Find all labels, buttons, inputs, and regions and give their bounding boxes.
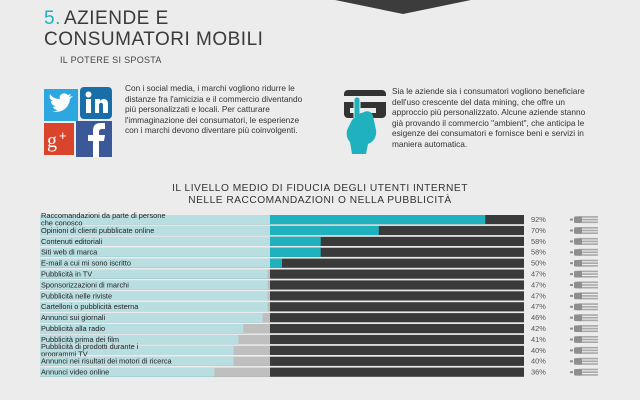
- hand-pointer-icon: [570, 237, 598, 245]
- bar-label-backing: [40, 345, 270, 355]
- bar-remainder: [40, 356, 524, 366]
- section-title-line2: CONSUMATORI MOBILI: [44, 29, 264, 50]
- hand-pointer-icon: [570, 325, 598, 333]
- bar-label-backing: [40, 334, 270, 345]
- category-label: Pubblicità di prodotti durante i: [41, 342, 139, 351]
- hand-pointer-icon: [570, 314, 598, 322]
- hand-pointer-icon: [570, 227, 598, 234]
- bar-label-backing: [40, 301, 270, 312]
- category-label: che conosco: [41, 219, 83, 228]
- value-label: 58%: [531, 237, 546, 246]
- facebook-icon: [76, 121, 112, 157]
- category-label: E-mail a cui mi sono iscritto: [41, 259, 131, 268]
- hand-pointer-icon: [570, 259, 598, 267]
- category-label: Pubblicità prima dei film: [41, 335, 119, 344]
- category-label: Annunci sui giornali: [41, 313, 105, 322]
- chart-title-line1: IL LIVELLO MEDIO DI FIDUCIA DEGLI UTENTI…: [172, 183, 468, 194]
- value-label: 47%: [531, 280, 546, 289]
- hand-pointer-icon: [570, 357, 598, 365]
- intro-text-right: Sia le aziende sia i consumatori voglion…: [392, 86, 586, 149]
- section-number: 5.: [44, 8, 61, 29]
- category-label: Pubblicità nelle riviste: [41, 291, 112, 300]
- hand-pointer-icon: [570, 336, 598, 343]
- bar-remainder: [40, 269, 524, 279]
- bar-remainder: [40, 291, 524, 301]
- value-label: 42%: [531, 324, 546, 333]
- bar-remainder: [40, 280, 524, 290]
- bar-label-backing: [40, 225, 270, 236]
- card-payment-icon: [344, 90, 386, 154]
- category-label: Annunci nei risultati dei motori di rice…: [41, 357, 173, 366]
- bar-label-backing: [40, 367, 270, 377]
- bar-label-backing: [40, 247, 270, 257]
- bar-remainder: [40, 334, 524, 345]
- value-label: 41%: [531, 335, 546, 344]
- bar-label-backing: [40, 356, 270, 366]
- bar-label-backing: [40, 312, 270, 323]
- value-label: 47%: [531, 270, 546, 279]
- section-subtitle: IL POTERE SI SPOSTA: [60, 55, 162, 65]
- social-media-icons: g +: [44, 87, 112, 157]
- bar-remainder: [40, 367, 524, 377]
- bar-label-backing: [40, 268, 270, 279]
- section-title-line1: AZIENDE E: [64, 8, 169, 29]
- category-label: Siti web di marca: [41, 248, 98, 257]
- bar-label-backing: [40, 214, 270, 225]
- hand-pointer-icon: [570, 303, 598, 311]
- bar-remainder: [40, 313, 524, 323]
- category-label: Opinioni di clienti pubblicate online: [41, 226, 154, 235]
- value-label: 50%: [531, 259, 546, 268]
- value-label: 40%: [531, 346, 546, 355]
- hand-pointer-icon: [570, 346, 598, 354]
- svg-text:+: +: [59, 128, 67, 143]
- value-label: 36%: [531, 368, 546, 377]
- value-label: 40%: [531, 357, 546, 366]
- bar-label-backing: [40, 290, 270, 301]
- hand-pointer-icon: [570, 248, 598, 256]
- hand-pointer-icon: [570, 368, 598, 376]
- hand-pointer-icon: [570, 216, 598, 224]
- hand-pointer-icon: [570, 292, 598, 300]
- value-label: 70%: [531, 226, 546, 235]
- category-label: Pubblicità alla radio: [41, 324, 105, 333]
- google-plus-icon: g +: [44, 123, 74, 155]
- twitter-icon: [44, 89, 78, 121]
- value-label: 46%: [531, 313, 546, 322]
- value-label: 92%: [531, 215, 546, 224]
- category-label: programmi TV: [41, 349, 88, 358]
- chart-title-line2: NELLE RACCOMANDAZIONI O NELLA PUBBLICITÀ: [188, 195, 452, 206]
- svg-text:g: g: [47, 130, 57, 152]
- top-banner-tab: [335, 0, 471, 14]
- category-label: Pubblicità in TV: [41, 270, 92, 279]
- value-label: 58%: [531, 248, 546, 257]
- intro-text-left: Con i social media, i marchi vogliono ri…: [125, 83, 303, 136]
- bar-remainder: [40, 302, 524, 312]
- hand-pointer-icon: [570, 270, 598, 278]
- bar-remainder: [40, 324, 524, 334]
- category-label: Sponsorizzazioni di marchi: [41, 280, 129, 289]
- bar-label-backing: [40, 236, 270, 246]
- category-label: Contenuti editoriali: [41, 237, 103, 246]
- category-label: Annunci video online: [41, 368, 109, 377]
- bar-label-backing: [40, 323, 270, 334]
- bar-remainder: [40, 345, 524, 355]
- category-label: Cartelloni o pubblicità esterna: [41, 302, 139, 311]
- value-label: 47%: [531, 291, 546, 300]
- category-label: Raccomandazioni da parte di persone: [41, 211, 166, 220]
- bar-label-backing: [40, 279, 270, 290]
- bar-label-backing: [40, 258, 270, 268]
- linkedin-icon: [80, 87, 112, 119]
- value-label: 47%: [531, 302, 546, 311]
- hand-pointer-icon: [570, 281, 598, 289]
